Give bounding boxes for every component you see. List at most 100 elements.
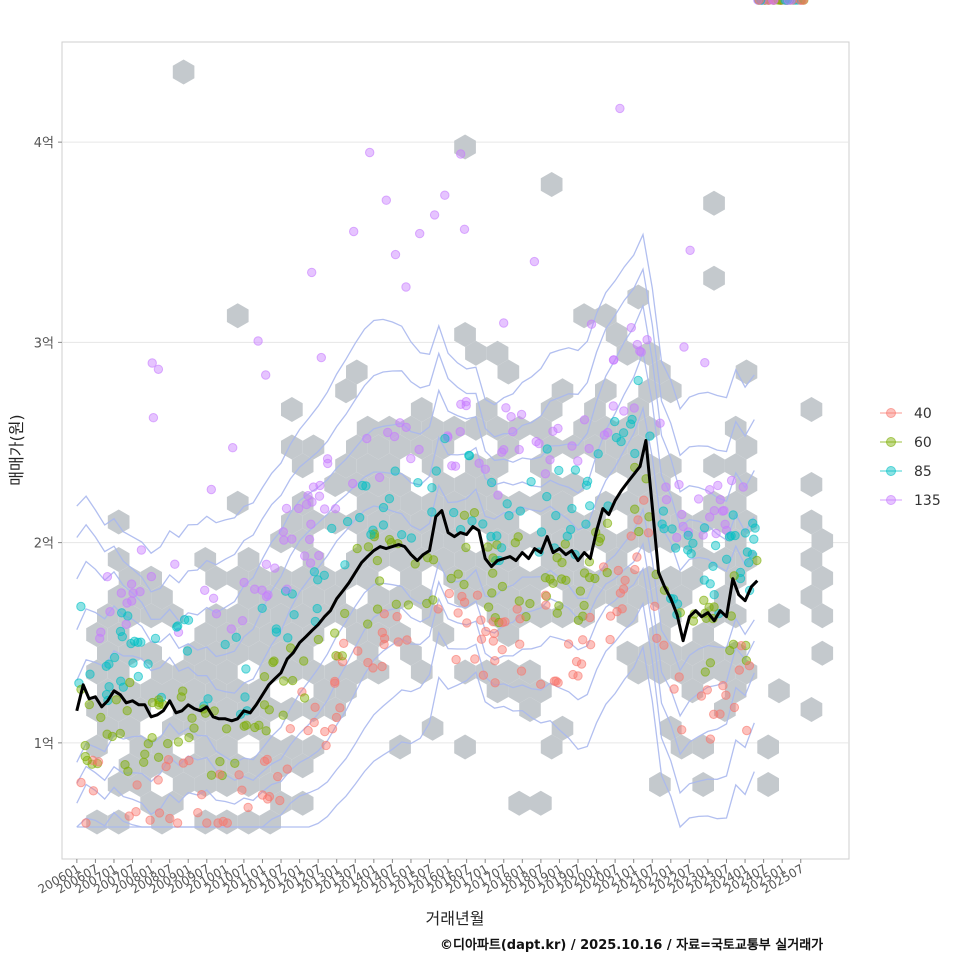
scatter-point — [257, 790, 268, 800]
scatter-point — [379, 609, 389, 619]
scatter-point — [571, 656, 582, 667]
scatter-point — [489, 628, 499, 639]
scatter-point — [82, 755, 92, 766]
scatter-point — [313, 575, 323, 585]
hexbin-cell — [107, 772, 130, 797]
scatter-point — [661, 495, 672, 505]
scatter-point — [567, 441, 577, 451]
hexbin-cell — [519, 584, 541, 610]
hexbin-cell — [443, 415, 466, 441]
scatter-point — [744, 558, 754, 568]
scatter-point — [499, 318, 509, 328]
hexbin-cell — [205, 753, 227, 779]
scatter-point — [339, 638, 349, 648]
scatter-point — [557, 557, 567, 568]
scatter-point — [453, 608, 463, 618]
scatter-point — [293, 503, 304, 514]
scatter-point — [220, 639, 230, 650]
scatter-point — [374, 576, 385, 586]
scatter-point — [282, 764, 292, 774]
scatter-point — [639, 495, 649, 505]
scatter-point — [721, 554, 732, 564]
hexbin-cell — [421, 603, 444, 629]
hexbin-cell — [540, 734, 563, 760]
scatter-point — [599, 430, 610, 440]
hexbin-cell — [281, 659, 303, 685]
scatter-point — [278, 710, 288, 720]
scatter-point — [719, 505, 729, 516]
scatter-point — [264, 791, 275, 802]
scatter-point — [431, 466, 441, 476]
scatter-point — [605, 611, 616, 621]
scatter-point — [330, 628, 340, 638]
scatter-point — [634, 526, 644, 537]
hexbin-cell — [302, 734, 325, 760]
scatter-point — [605, 634, 615, 645]
scatter-point — [738, 482, 748, 492]
scatter-point — [749, 534, 759, 544]
scatter-point — [315, 480, 325, 491]
hexbin-cell — [324, 472, 346, 497]
scatter-point — [304, 534, 315, 545]
hexbin-cell — [162, 753, 184, 779]
hexbin-cell — [313, 678, 336, 704]
scatter-point — [506, 412, 516, 422]
scatter-point — [728, 639, 739, 649]
scatter-point — [633, 375, 643, 386]
scatter-point — [516, 409, 527, 420]
scatter-point — [208, 593, 219, 603]
scatter-point — [95, 633, 105, 644]
hexbin-cell — [724, 490, 747, 516]
hexbin-cell — [421, 415, 444, 441]
hexbin-cell — [757, 772, 779, 797]
scatter-point — [153, 364, 164, 374]
y-tick-label: 2억 — [34, 537, 54, 552]
scatter-point — [658, 506, 669, 516]
legend-key-point — [886, 408, 896, 418]
scatter-point — [630, 564, 640, 575]
scatter-point — [133, 637, 143, 647]
scatter-point — [585, 501, 595, 511]
scatter-point — [140, 749, 150, 759]
hexbin-cell — [573, 303, 595, 329]
hexbin-cell — [605, 547, 628, 572]
scatter-point — [685, 245, 695, 256]
scatter-point — [713, 480, 723, 491]
scatter-point — [154, 808, 165, 818]
hexbin-cell — [107, 584, 130, 610]
scatter-point — [132, 780, 142, 790]
hexbin-cell — [454, 134, 476, 160]
scatter-point — [476, 634, 487, 644]
scatter-point — [515, 506, 525, 516]
hexbin-cell — [237, 697, 260, 722]
scatter-point — [567, 503, 577, 514]
scatter-point — [742, 547, 753, 557]
hexbin-cell — [497, 509, 520, 535]
scatter-point — [678, 521, 688, 532]
scatter-point — [428, 595, 438, 605]
scatter-point — [702, 685, 712, 695]
scatter-point — [618, 584, 629, 594]
scatter-point — [348, 478, 358, 489]
hexbin-cell — [735, 509, 758, 535]
hexbin-cell — [107, 509, 130, 535]
hexbin-cell — [226, 565, 249, 591]
scatter-point — [501, 403, 511, 413]
scatter-point — [206, 484, 217, 495]
hexbin-cell — [367, 509, 390, 535]
scatter-point — [117, 608, 127, 618]
scatter-point — [726, 475, 737, 486]
scatter-point — [700, 358, 710, 368]
scatter-point — [669, 684, 679, 694]
hexbin-cell — [530, 415, 552, 441]
hexbin-cell — [356, 490, 379, 516]
scatter-point — [752, 555, 762, 566]
scatter-point — [319, 504, 330, 514]
scatter-point — [636, 347, 646, 357]
scatter-point — [657, 519, 667, 529]
hexbin-cell — [107, 547, 130, 572]
scatter-point — [215, 756, 225, 767]
hexbin-cell — [162, 678, 184, 704]
scatter-point — [361, 481, 371, 491]
hexbin-cell — [497, 622, 520, 647]
